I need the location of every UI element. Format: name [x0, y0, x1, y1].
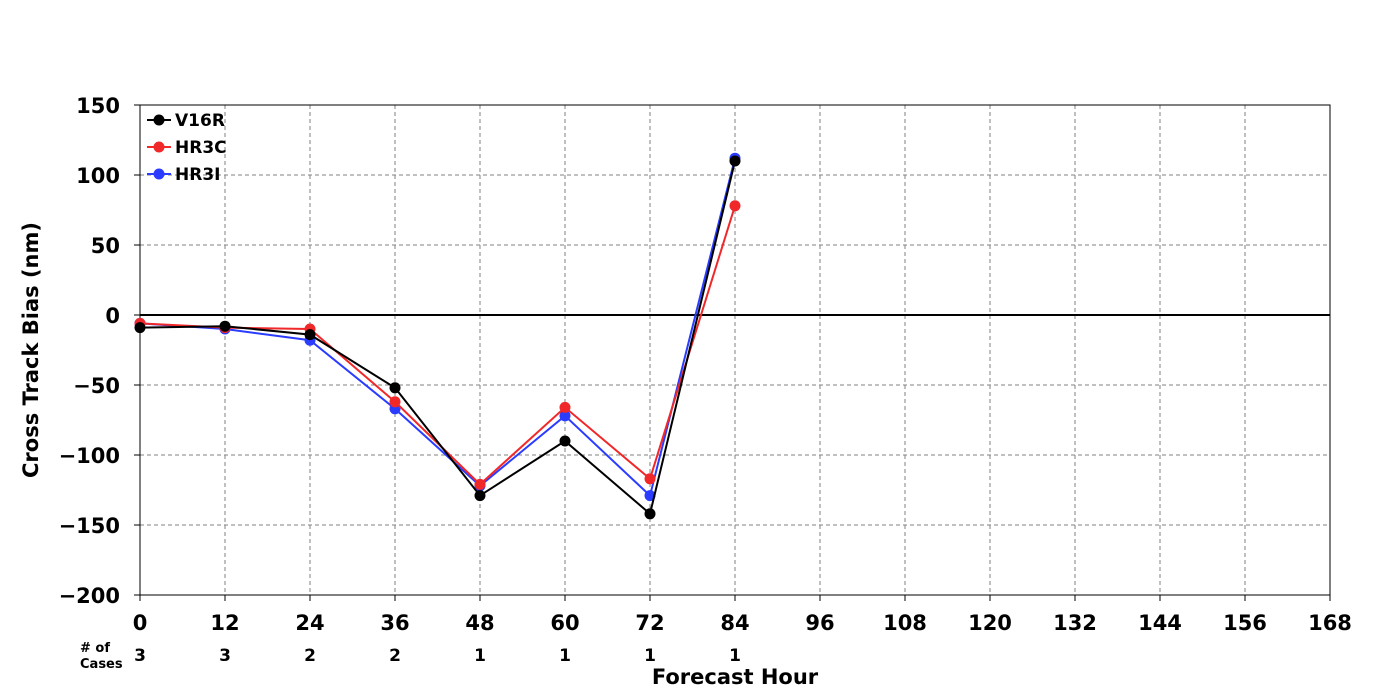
- series-V16R: [134, 155, 741, 520]
- legend-marker-V16R: [153, 114, 165, 126]
- legend-label-V16R: V16R: [175, 111, 225, 131]
- legend-marker-HR3C: [153, 141, 165, 153]
- data-point-V16R-60: [559, 435, 571, 447]
- data-point-V16R-24: [304, 329, 316, 341]
- series-layer: [134, 152, 741, 520]
- legend-marker-HR3I: [153, 168, 165, 180]
- x-tick-label-120: 120: [968, 611, 1012, 635]
- x-tick-label-48: 48: [465, 611, 494, 635]
- y-tick-label-2: 50: [91, 234, 120, 258]
- y-tick-label-3: 0: [105, 304, 120, 328]
- cases-count-12: 3: [219, 646, 231, 666]
- x-axis-label: Forecast Hour: [652, 665, 819, 689]
- cases-count-60: 1: [559, 646, 571, 666]
- y-tick-label-7: −200: [59, 584, 120, 608]
- legend-label-HR3I: HR3I: [175, 165, 220, 185]
- x-tick-label-84: 84: [720, 611, 749, 635]
- data-point-HR3C-48: [474, 478, 486, 490]
- y-tick-label-4: −50: [73, 374, 120, 398]
- cases-row: # of Cases 3 3 2 2 1 1 1 1: [80, 641, 741, 672]
- data-point-HR3C-72: [644, 473, 656, 485]
- data-point-V16R-84: [729, 155, 741, 167]
- cases-header-line-1: # of: [80, 641, 110, 656]
- x-tick-label-60: 60: [550, 611, 579, 635]
- y-axis-label: Cross Track Bias (nm): [19, 222, 43, 478]
- x-tick-label-156: 156: [1223, 611, 1267, 635]
- x-tick-label-144: 144: [1138, 611, 1182, 635]
- data-point-HR3C-60: [559, 401, 571, 413]
- tick-layer: 0 12 24 36 48 60 72 84 96 108 120 132 144 156 168 150 10…: [59, 94, 1352, 635]
- data-point-V16R-12: [219, 320, 231, 332]
- cases-header-line-2: Cases: [80, 657, 123, 672]
- x-tick-label-0: 0: [133, 611, 148, 635]
- data-point-V16R-48: [474, 490, 486, 502]
- y-tick-label-5: −100: [59, 444, 120, 468]
- series-line-V16R: [139, 160, 736, 516]
- x-tick-label-72: 72: [635, 611, 664, 635]
- series-line-HR3I: [139, 157, 736, 498]
- legend-label-HR3C: HR3C: [175, 138, 227, 158]
- x-tick-label-36: 36: [380, 611, 409, 635]
- cases-count-36: 2: [389, 646, 401, 666]
- x-tick-label-12: 12: [210, 611, 239, 635]
- cases-count-72: 1: [644, 646, 656, 666]
- legend: V16R HR3C HR3I: [147, 111, 227, 185]
- data-point-HR3I-60: [559, 410, 571, 422]
- x-tick-label-168: 168: [1308, 611, 1352, 635]
- cases-count-48: 1: [474, 646, 486, 666]
- cases-count-84: 1: [729, 646, 741, 666]
- data-point-HR3C-84: [729, 200, 741, 212]
- y-tick-label-6: −150: [59, 514, 120, 538]
- x-tick-label-132: 132: [1053, 611, 1097, 635]
- x-tick-label-24: 24: [295, 611, 324, 635]
- data-point-V16R-72: [644, 508, 656, 520]
- grid: [140, 105, 1330, 595]
- y-tick-label-0: 150: [76, 94, 120, 118]
- data-point-V16R-36: [389, 382, 401, 394]
- cases-count-0: 3: [134, 646, 146, 666]
- x-tick-label-108: 108: [883, 611, 927, 635]
- cases-count-24: 2: [304, 646, 316, 666]
- y-tick-label-1: 100: [76, 164, 120, 188]
- data-point-V16R-0: [134, 322, 146, 334]
- x-tick-label-96: 96: [805, 611, 834, 635]
- data-point-HR3C-36: [389, 396, 401, 408]
